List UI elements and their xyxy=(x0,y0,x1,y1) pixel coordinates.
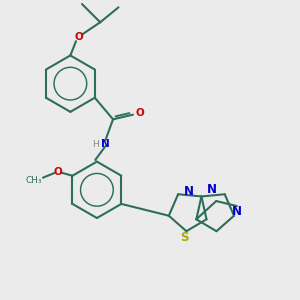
Text: O: O xyxy=(136,108,145,118)
Text: N: N xyxy=(184,185,194,198)
Text: S: S xyxy=(181,231,189,244)
Text: N: N xyxy=(101,139,110,149)
Text: N: N xyxy=(206,183,216,196)
Text: O: O xyxy=(53,167,62,177)
Text: H: H xyxy=(92,140,99,149)
Text: O: O xyxy=(74,32,83,42)
Text: CH₃: CH₃ xyxy=(26,176,42,184)
Text: N: N xyxy=(232,205,242,218)
